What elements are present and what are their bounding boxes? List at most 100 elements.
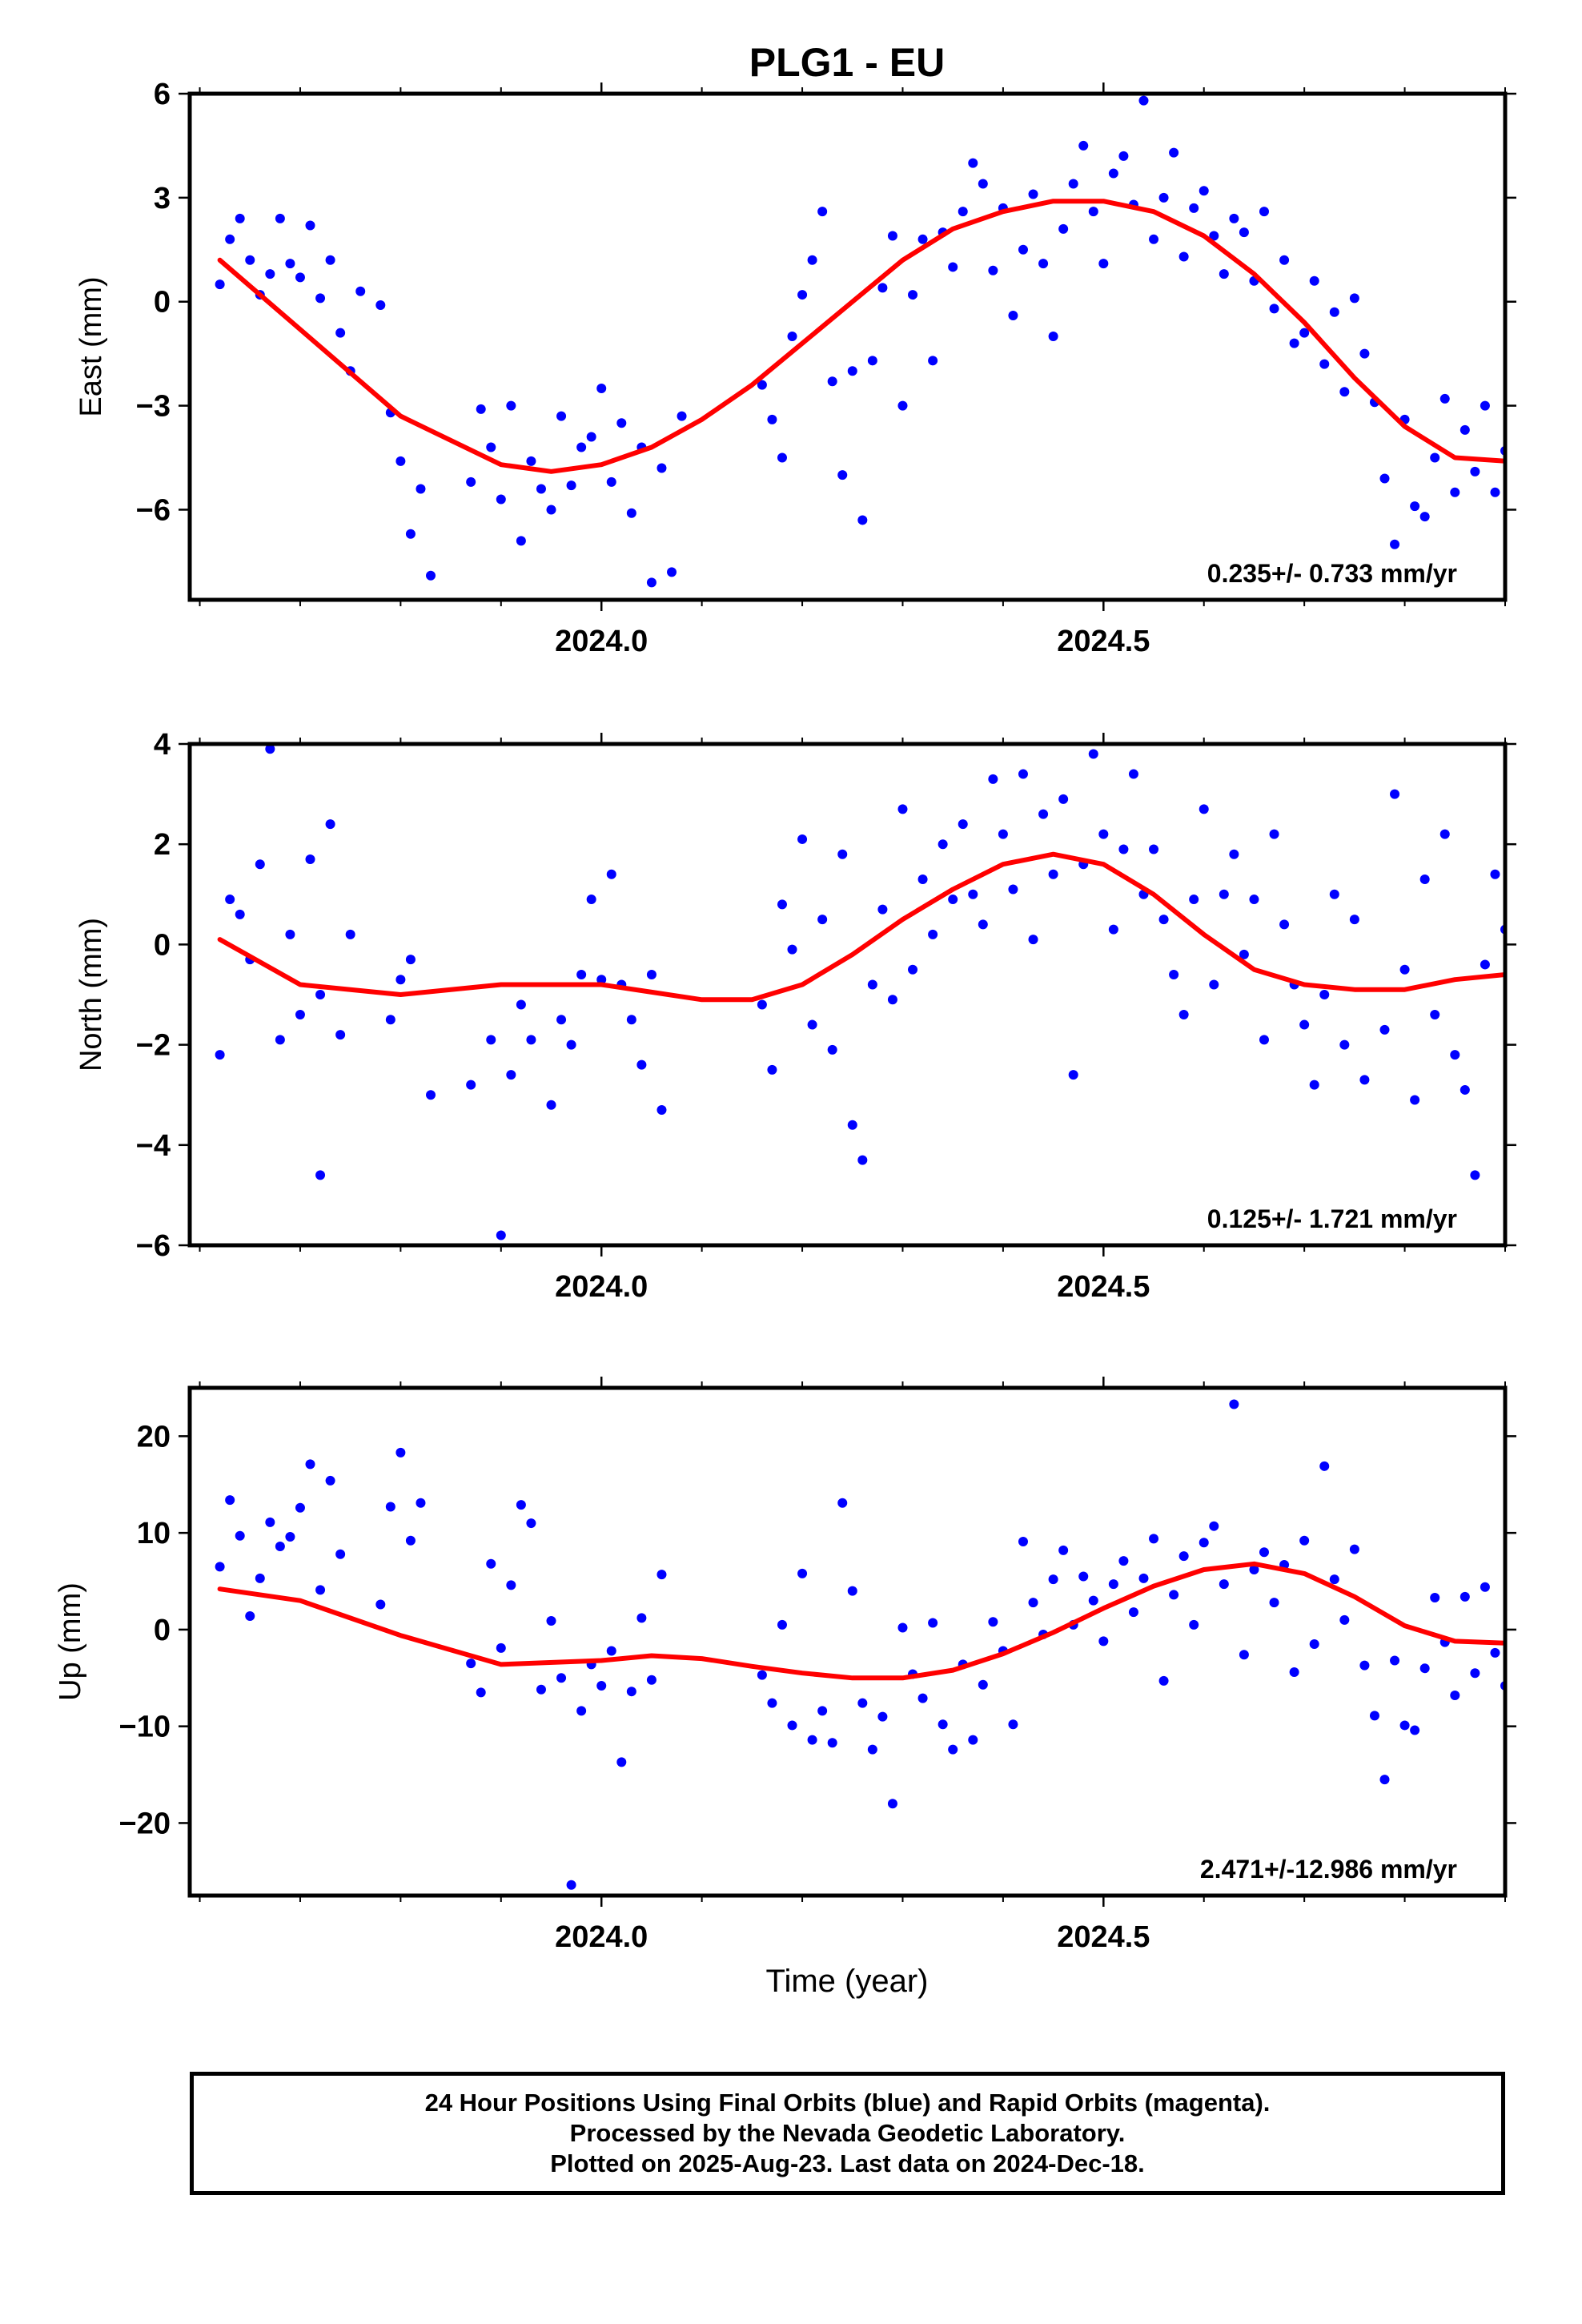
data-point [1390,1655,1400,1666]
data-point [636,1613,647,1623]
data-point [1008,884,1018,895]
data-point [426,570,436,581]
data-point [1309,1639,1319,1650]
data-point [1138,1573,1149,1583]
data-point [1149,1534,1159,1544]
data-point [1450,487,1460,497]
data-point [636,1059,647,1070]
rate-annotation: 0.235+/- 0.733 mm/yr [1207,559,1457,588]
data-point [787,332,797,342]
data-point [646,577,656,588]
data-point [1319,990,1330,999]
data-point [767,1064,777,1075]
data-point [1460,1084,1470,1095]
data-point [1309,275,1319,286]
data-point [1098,829,1109,839]
data-point [1088,1595,1098,1606]
data-point [908,964,918,975]
data-point [917,875,928,885]
data-point [948,895,958,905]
data-point [1349,915,1359,925]
data-point [516,999,526,1010]
data-point [526,1518,536,1529]
data-point [396,456,406,466]
x-tick-label: 2024.0 [555,625,648,658]
data-point [1359,348,1370,359]
data-point [255,859,265,870]
data-point [1339,1614,1350,1625]
data-point [1379,1024,1390,1035]
data-point [1178,1010,1189,1020]
data-point [1430,1593,1440,1603]
data-point [566,1039,576,1050]
data-point [1219,269,1229,279]
data-point [335,1549,346,1559]
plot-frame [187,91,1508,602]
data-point [576,442,587,452]
data-point [847,1120,857,1130]
data-point [215,1050,225,1060]
data-point [496,1642,506,1653]
data-point [1480,1582,1490,1592]
data-point [506,1070,516,1080]
data-point [225,895,235,905]
x-tick-label: 2024.5 [1057,1270,1150,1304]
data-point [857,1155,868,1165]
data-point [1199,186,1209,196]
data-point [667,567,677,577]
data-point [958,819,968,830]
data-point [1058,1545,1069,1555]
data-point [576,969,587,979]
data-point [1249,895,1259,905]
data-point [516,1500,526,1510]
y-tick-label: 10 [137,1517,171,1550]
data-point [1028,1598,1038,1608]
fit-curve [217,1561,1505,1681]
data-point [847,366,857,376]
data-point [1189,895,1199,905]
y-tick-label: −6 [136,493,171,527]
data-points [215,1399,1505,1890]
y-tick-label: 6 [154,78,171,111]
data-point [1108,924,1118,935]
data-point [1209,1521,1219,1531]
data-point [616,1757,627,1767]
y-tick-label: −20 [119,1807,171,1840]
data-point [285,1531,295,1542]
data-point [396,975,406,985]
data-point [1249,1565,1259,1575]
data-point [1480,959,1490,970]
data-point [777,899,787,910]
y-tick-label: −10 [119,1711,171,1744]
data-point [385,1015,396,1025]
data-point [416,1498,426,1508]
data-point [315,990,326,999]
data-point [1169,147,1179,158]
data-point [315,1585,326,1595]
data-point [1339,387,1350,397]
data-point [1329,1574,1339,1585]
data-point [857,515,868,525]
data-point [586,895,596,905]
data-point [827,1738,837,1748]
data-point [1279,919,1290,930]
data-point [948,1744,958,1755]
data-point [877,904,888,915]
data-point [1329,889,1339,899]
data-point [626,1687,636,1697]
data-point [968,1735,978,1745]
y-axis-label: North (mm) [74,918,108,1072]
data-point [1480,400,1490,411]
data-point [1018,1537,1028,1547]
data-point [857,1698,868,1708]
data-point [1068,179,1078,189]
data-point [1128,769,1138,779]
data-point [486,442,496,452]
data-point [225,234,235,244]
data-point [245,1610,255,1621]
data-point [315,1170,326,1180]
data-point [1399,964,1410,975]
data-point [245,255,255,265]
y-tick-label: −3 [136,390,171,424]
data-point [1299,328,1310,338]
